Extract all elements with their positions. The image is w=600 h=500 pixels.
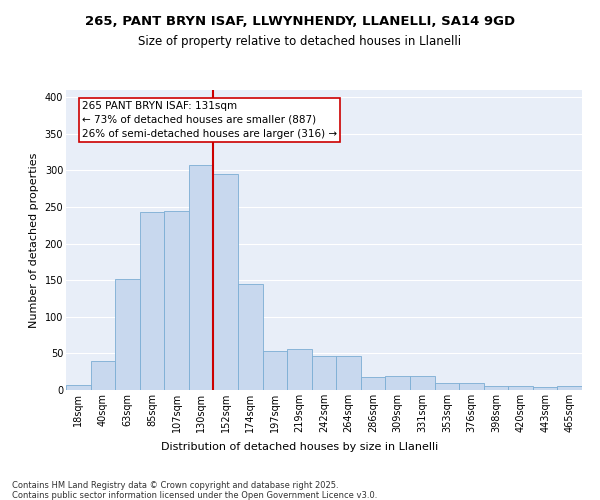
Text: 265, PANT BRYN ISAF, LLWYNHENDY, LLANELLI, SA14 9GD: 265, PANT BRYN ISAF, LLWYNHENDY, LLANELL…: [85, 15, 515, 28]
Bar: [115, 279, 140, 390]
Bar: [238, 284, 263, 390]
Bar: [140, 212, 164, 390]
Bar: [434, 382, 459, 390]
Bar: [66, 385, 91, 390]
Bar: [189, 166, 214, 390]
Bar: [557, 386, 582, 390]
Bar: [336, 356, 361, 390]
Text: 265 PANT BRYN ISAF: 131sqm
← 73% of detached houses are smaller (887)
26% of sem: 265 PANT BRYN ISAF: 131sqm ← 73% of deta…: [82, 101, 337, 139]
Bar: [164, 212, 189, 390]
Bar: [484, 386, 508, 390]
Bar: [533, 387, 557, 390]
Bar: [312, 356, 336, 390]
Y-axis label: Number of detached properties: Number of detached properties: [29, 152, 39, 328]
Text: Distribution of detached houses by size in Llanelli: Distribution of detached houses by size …: [161, 442, 439, 452]
Bar: [263, 351, 287, 390]
Text: Contains HM Land Registry data © Crown copyright and database right 2025.
Contai: Contains HM Land Registry data © Crown c…: [12, 480, 377, 500]
Text: Size of property relative to detached houses in Llanelli: Size of property relative to detached ho…: [139, 35, 461, 48]
Bar: [385, 376, 410, 390]
Bar: [287, 349, 312, 390]
Bar: [410, 376, 434, 390]
Bar: [361, 377, 385, 390]
Bar: [91, 362, 115, 390]
Bar: [459, 382, 484, 390]
Bar: [214, 174, 238, 390]
Bar: [508, 386, 533, 390]
